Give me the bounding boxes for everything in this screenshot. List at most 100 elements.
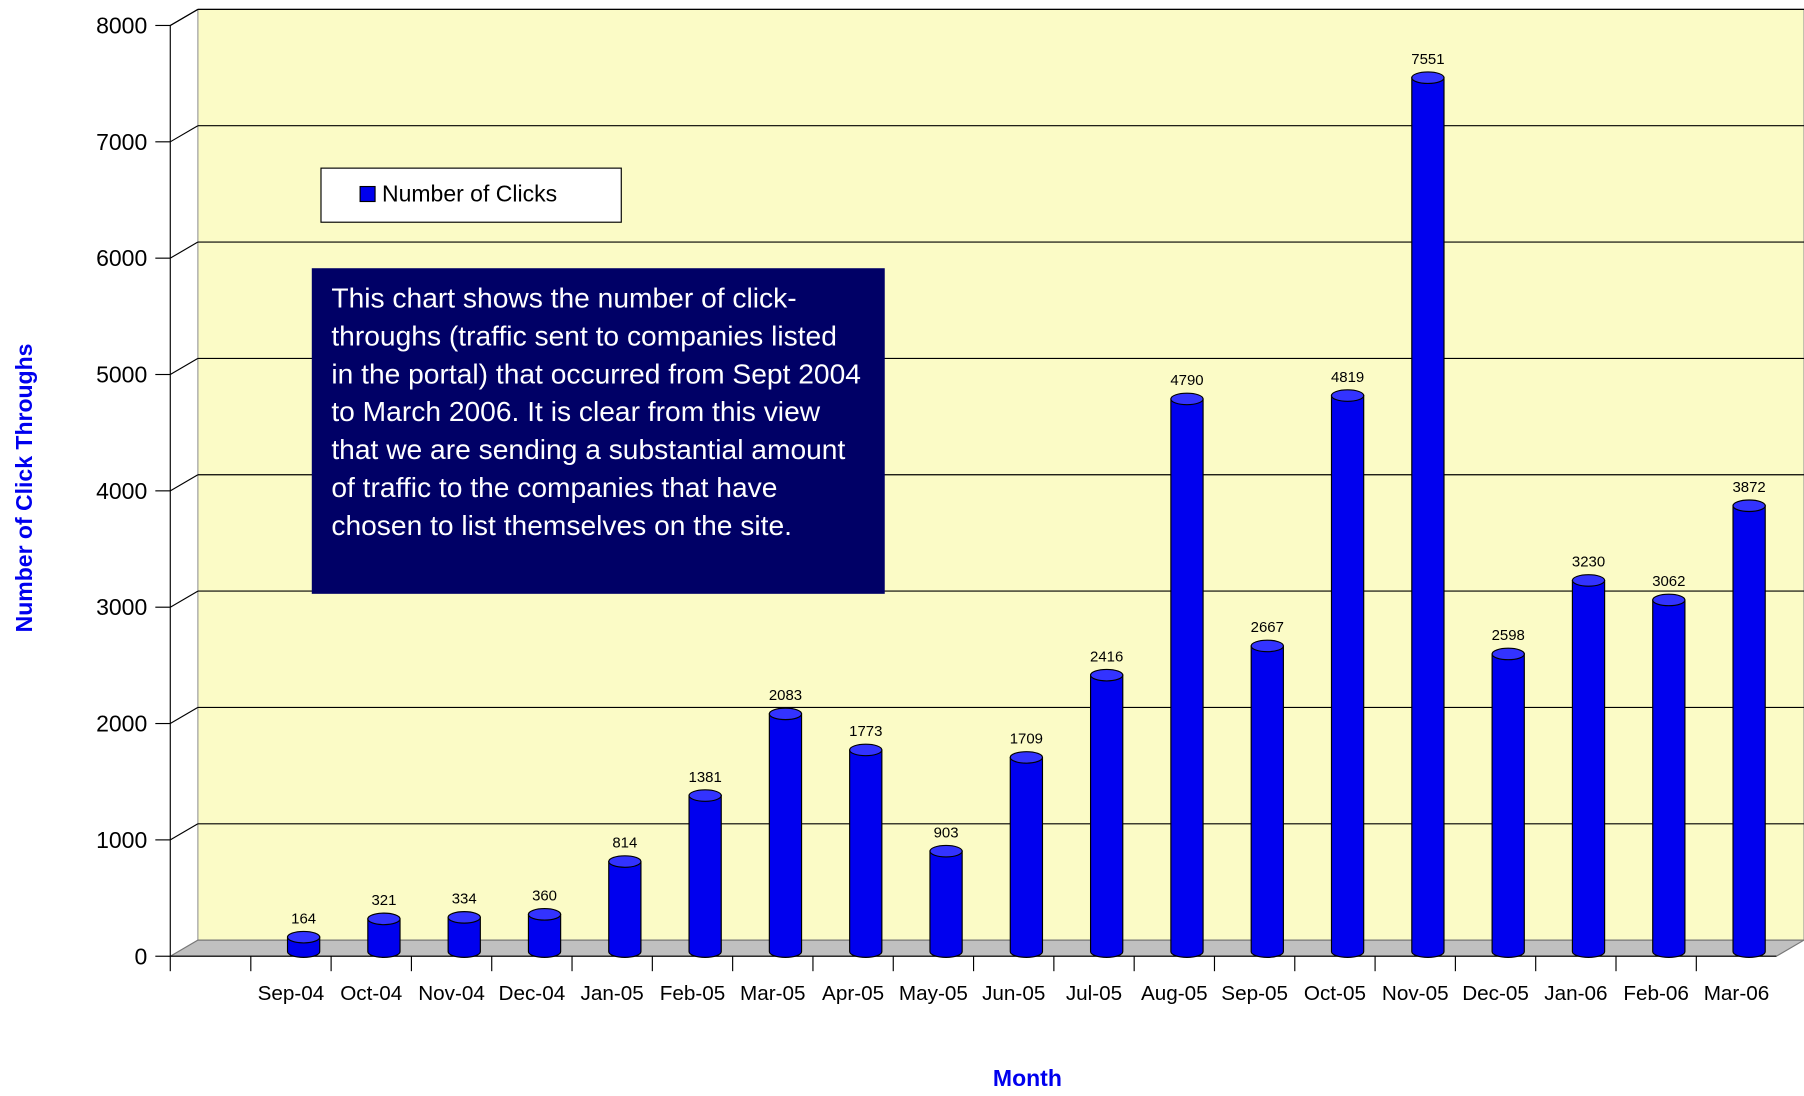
bar <box>1732 505 1766 958</box>
bar-top <box>688 789 722 802</box>
value-label: 2598 <box>1492 627 1525 644</box>
value-label: 1773 <box>849 723 882 740</box>
x-tick-label: Dec-05 <box>1462 982 1529 1005</box>
bar <box>1491 653 1525 958</box>
value-label: 814 <box>612 835 637 852</box>
y-tick-label: 4000 <box>96 478 147 504</box>
grid-line <box>169 823 199 841</box>
bar <box>688 794 722 958</box>
grid-line <box>169 357 199 376</box>
x-tick-label: Sep-05 <box>1221 982 1288 1005</box>
y-tick-label: 0 <box>134 943 147 969</box>
x-tick-label: Oct-04 <box>340 982 402 1005</box>
value-label: 4790 <box>1170 372 1203 389</box>
x-tick-label: Feb-05 <box>660 982 726 1005</box>
bar-top <box>286 930 321 944</box>
y-tick-label: 5000 <box>96 362 147 388</box>
value-label: 360 <box>532 888 557 905</box>
y-tick-label: 1000 <box>96 827 147 853</box>
bar <box>1250 645 1284 958</box>
x-tick-label: Jan-06 <box>1544 982 1607 1005</box>
x-tick-label: Mar-05 <box>740 982 806 1005</box>
grid-line <box>169 706 199 725</box>
bar-top <box>1652 593 1686 607</box>
bar-top <box>1411 71 1445 85</box>
x-tick-label: Aug-05 <box>1141 982 1208 1005</box>
value-label: 1709 <box>1010 731 1043 748</box>
grid-line <box>169 474 199 492</box>
x-tick-label: Jun-05 <box>982 982 1045 1005</box>
bar-top <box>1732 499 1766 513</box>
legend-swatch <box>359 185 376 203</box>
bar <box>1009 756 1044 958</box>
bar <box>849 749 883 958</box>
x-tick-label: Mar-06 <box>1704 982 1770 1005</box>
value-label: 321 <box>371 892 396 909</box>
y-tick-label: 7000 <box>96 129 147 155</box>
value-label: 2416 <box>1090 648 1123 665</box>
x-tick-label: May-05 <box>899 982 968 1005</box>
bar-top <box>849 743 883 757</box>
bar <box>1170 398 1204 958</box>
bar <box>768 713 803 958</box>
bar <box>929 850 963 958</box>
value-label: 903 <box>934 824 959 841</box>
bar <box>1330 394 1365 958</box>
bar <box>608 860 642 958</box>
x-tick-label: Sep-04 <box>258 982 325 1005</box>
bar <box>1652 599 1686 958</box>
x-tick-label: Nov-05 <box>1382 982 1449 1005</box>
x-tick-label: Nov-04 <box>418 982 485 1005</box>
bar <box>527 913 562 958</box>
x-tick-label: Oct-05 <box>1304 982 1366 1005</box>
bar-top <box>367 912 401 926</box>
annotation: This chart shows the number of click-thr… <box>331 283 861 543</box>
bar-top <box>768 707 803 721</box>
y-tick-label: 6000 <box>96 245 147 271</box>
bar-top <box>1089 668 1124 682</box>
bar-top <box>929 844 963 858</box>
grid-line <box>169 125 199 143</box>
annotation-box <box>311 268 885 594</box>
bar <box>1571 579 1606 958</box>
bar <box>367 918 401 958</box>
annotation-wrap: This chart shows the number of click-thr… <box>331 283 861 543</box>
x-tick-label: Dec-04 <box>499 982 566 1005</box>
bar-top <box>1491 647 1525 661</box>
x-tick-label: Apr-05 <box>822 982 884 1005</box>
grid-line <box>169 590 199 608</box>
floor <box>168 939 1804 957</box>
value-label: 4819 <box>1331 369 1364 386</box>
value-label: 3872 <box>1733 479 1766 496</box>
value-label: 7551 <box>1411 51 1444 68</box>
bar-top <box>608 855 642 868</box>
bar <box>1411 77 1445 958</box>
y-tick-label: 2000 <box>96 711 147 737</box>
value-label: 334 <box>452 891 477 908</box>
bar-top <box>527 908 562 921</box>
x-axis-label: Month <box>993 1065 1062 1091</box>
legend-label: Number of Clicks <box>382 180 557 206</box>
bar-top <box>1009 751 1044 764</box>
value-label: 3062 <box>1652 573 1685 590</box>
grid-line <box>169 241 199 259</box>
value-label: 2083 <box>769 687 802 704</box>
y-tick-label: 3000 <box>96 594 147 620</box>
bar-top <box>447 911 481 924</box>
bar-top <box>1330 389 1365 402</box>
x-tick-label: Feb-06 <box>1623 982 1689 1005</box>
bar <box>1089 674 1124 958</box>
y-axis-label: Number of Click Throughs <box>11 344 37 633</box>
grid-line <box>169 8 199 26</box>
value-label: 164 <box>291 910 316 927</box>
bar-top <box>1250 639 1284 653</box>
value-label: 3230 <box>1572 554 1605 571</box>
value-label: 2667 <box>1251 619 1284 636</box>
y-tick-label: 8000 <box>96 13 147 39</box>
bar <box>447 916 481 958</box>
x-tick-label: Jan-05 <box>581 982 644 1005</box>
x-tick-label: Jul-05 <box>1066 982 1122 1005</box>
bar-top <box>1571 574 1606 587</box>
value-label: 1381 <box>689 769 722 786</box>
